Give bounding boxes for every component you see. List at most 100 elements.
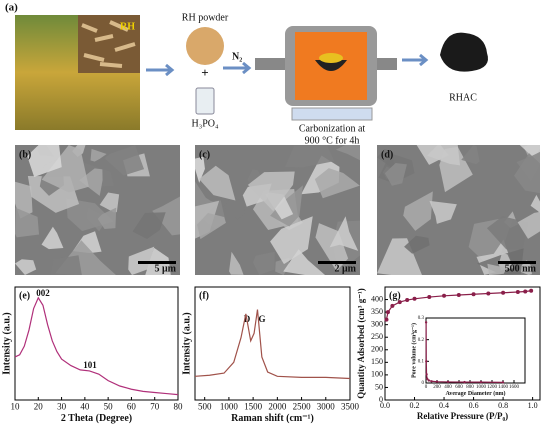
sem-flake bbox=[404, 235, 430, 254]
sem-flake bbox=[247, 171, 295, 212]
acid-bottle bbox=[195, 87, 215, 115]
x-tick-label: 600 bbox=[455, 385, 463, 390]
photo-label: RH bbox=[120, 21, 135, 32]
x-tick-label: 50 bbox=[104, 401, 114, 411]
sem-flake bbox=[152, 196, 180, 236]
y-tick-label: 350 bbox=[371, 307, 383, 316]
y-tick-label: 50 bbox=[375, 382, 383, 391]
y-tick-label: 200 bbox=[371, 345, 383, 354]
sem-flake bbox=[384, 163, 407, 186]
sem-flake bbox=[530, 194, 540, 214]
sem-flake bbox=[223, 198, 245, 220]
sem-flake bbox=[461, 145, 480, 165]
x-tick-label: 2500 bbox=[293, 401, 312, 411]
sem-flake bbox=[199, 165, 236, 201]
y-axis-label: Quantity Adsorbed (cm³ g⁻¹) bbox=[356, 288, 366, 398]
arrow bbox=[402, 53, 429, 67]
x-axis-label: Raman shift (cm⁻¹) bbox=[231, 413, 314, 424]
arrow bbox=[146, 63, 175, 77]
sem-flake bbox=[335, 145, 360, 161]
x-tick-label: 0.2 bbox=[410, 401, 420, 410]
annotation: G bbox=[258, 314, 265, 324]
sem-flake bbox=[41, 226, 64, 250]
data-point bbox=[424, 321, 428, 324]
sem-images: (b) 5 μm (c) 2 μm (d) 500 nm bbox=[15, 145, 540, 275]
sem-flake bbox=[377, 148, 394, 168]
panel-label: (g) bbox=[389, 290, 401, 301]
process-label: Carbonization at bbox=[299, 123, 366, 134]
x-tick-label: 80 bbox=[174, 401, 184, 411]
sem-flake bbox=[517, 211, 540, 239]
x-tick-label: 1600 bbox=[509, 385, 520, 390]
data-point bbox=[412, 296, 417, 301]
panel-label: (a) bbox=[5, 2, 18, 14]
scale-label: 2 μm bbox=[335, 263, 357, 274]
data-point bbox=[397, 300, 402, 305]
x-axis-label: Relative Pressure (P/P₀) bbox=[417, 411, 508, 421]
x-tick-label: 20 bbox=[34, 401, 44, 411]
scale-label: 5 μm bbox=[155, 263, 177, 274]
x-tick-label: 10 bbox=[11, 401, 21, 411]
sem-flake bbox=[79, 168, 103, 196]
x-tick-label: 0.4 bbox=[439, 401, 449, 410]
data-point bbox=[425, 373, 428, 376]
data-point bbox=[405, 298, 410, 303]
y-tick-label: 0 bbox=[422, 381, 425, 386]
x-tick-label: 1000 bbox=[476, 385, 487, 390]
sem-flake bbox=[104, 145, 145, 176]
powder-label: RH powder bbox=[182, 12, 229, 23]
sem-flake bbox=[314, 168, 360, 199]
x-tick-label: 0 bbox=[425, 385, 428, 390]
scale-bar bbox=[318, 261, 356, 264]
data-point bbox=[435, 380, 439, 383]
sem-flake bbox=[519, 145, 540, 164]
sem-flake bbox=[97, 207, 117, 229]
x-tick-label: 3500 bbox=[341, 401, 360, 411]
furnace-pipe bbox=[375, 58, 397, 70]
sem-flake bbox=[15, 207, 40, 238]
y-tick-label: 0 bbox=[379, 395, 383, 404]
data-point bbox=[463, 380, 466, 384]
panel-label: (f) bbox=[199, 290, 209, 301]
data-point bbox=[515, 290, 520, 295]
panel-label: (d) bbox=[381, 149, 393, 160]
data-point bbox=[479, 380, 483, 384]
x-tick-label: 1500 bbox=[244, 401, 263, 411]
sem-flake bbox=[15, 259, 37, 275]
x-tick-label: 2000 bbox=[268, 401, 287, 411]
powder-image bbox=[186, 27, 224, 65]
x-tick-label: 500 bbox=[198, 401, 212, 411]
data-point bbox=[486, 291, 491, 296]
arrow bbox=[223, 61, 252, 75]
scheme: RH (a) RH powder + H₃PO₄ N₂ Carbonizatio… bbox=[5, 2, 488, 146]
x-axis-label: 2 Theta (Degree) bbox=[61, 413, 132, 424]
sem-flake bbox=[27, 145, 62, 178]
panel-label: (b) bbox=[19, 149, 31, 160]
plot-frame bbox=[425, 317, 526, 384]
sem-flake bbox=[197, 213, 226, 240]
x-tick-label: 40 bbox=[80, 401, 90, 411]
furnace-base bbox=[291, 107, 373, 121]
sem-flake bbox=[514, 153, 540, 194]
charts: 10 20 30 40 50 60 70 80 2 Theta (Degree) Intensit… bbox=[1, 286, 541, 424]
sem-flake bbox=[315, 223, 349, 272]
sem-flake bbox=[284, 145, 335, 168]
data-point bbox=[390, 303, 395, 308]
sem-flake bbox=[128, 246, 155, 275]
plus: + bbox=[201, 65, 208, 80]
y-axis-label: Pore volume (cm³g⁻¹) bbox=[410, 323, 417, 378]
y-axis-label: Intensity (a.u.) bbox=[181, 312, 192, 375]
scale-bar bbox=[498, 261, 536, 264]
sem-flake bbox=[270, 216, 313, 265]
y-tick-label: 0.2 bbox=[418, 338, 425, 343]
sem-flake bbox=[229, 251, 244, 275]
data-point bbox=[430, 380, 433, 383]
sem-flake bbox=[90, 148, 107, 162]
data-point bbox=[427, 379, 430, 382]
plot-frame bbox=[194, 286, 351, 401]
data-point bbox=[442, 293, 447, 298]
scale-bar bbox=[138, 261, 176, 264]
data-point bbox=[471, 292, 476, 297]
x-tick-label: 1400 bbox=[498, 385, 509, 390]
product-image bbox=[440, 32, 488, 72]
